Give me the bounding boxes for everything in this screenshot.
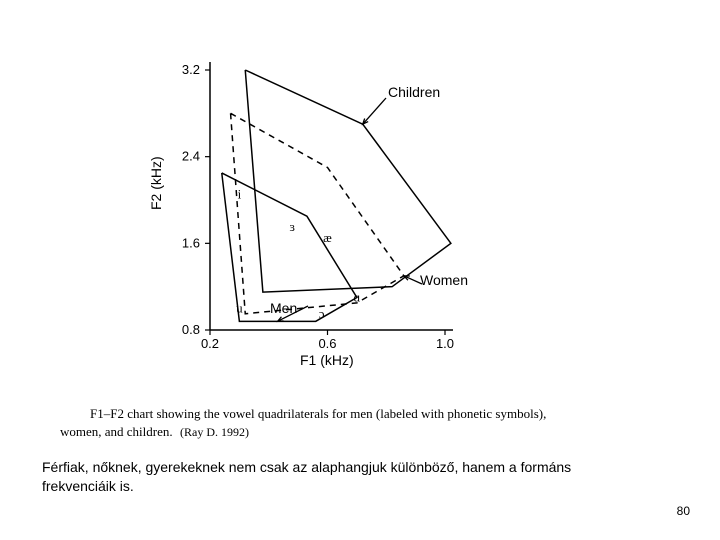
svg-text:ɑ: ɑ xyxy=(353,290,360,305)
body-text: Férfiak, nőknek, gyerekeknek nem csak az… xyxy=(42,458,602,496)
page-number: 80 xyxy=(677,504,690,518)
svg-text:ɜ: ɜ xyxy=(290,219,295,234)
svg-text:1.0: 1.0 xyxy=(436,336,454,351)
svg-text:u: u xyxy=(236,300,243,315)
svg-text:1.6: 1.6 xyxy=(182,235,200,250)
svg-text:i: i xyxy=(238,187,242,202)
annotation-women: Women xyxy=(420,272,468,288)
svg-text:0.2: 0.2 xyxy=(201,336,219,351)
y-axis-title: F2 (kHz) xyxy=(148,156,164,210)
figure-reference: (Ray D. 1992) xyxy=(180,425,249,440)
figure-caption-line2: women, and children. xyxy=(60,424,173,440)
svg-text:3.2: 3.2 xyxy=(182,62,200,77)
svg-text:0.8: 0.8 xyxy=(182,322,200,337)
svg-text:ɔ: ɔ xyxy=(319,306,325,321)
svg-text:2.4: 2.4 xyxy=(182,149,200,164)
annotation-men: Men xyxy=(270,300,297,316)
svg-text:0.6: 0.6 xyxy=(318,336,336,351)
x-axis-title: F1 (kHz) xyxy=(300,352,354,368)
svg-text:æ: æ xyxy=(323,230,332,245)
annotation-children: Children xyxy=(388,84,440,100)
figure-caption-line1: F1–F2 chart showing the vowel quadrilate… xyxy=(90,406,710,422)
